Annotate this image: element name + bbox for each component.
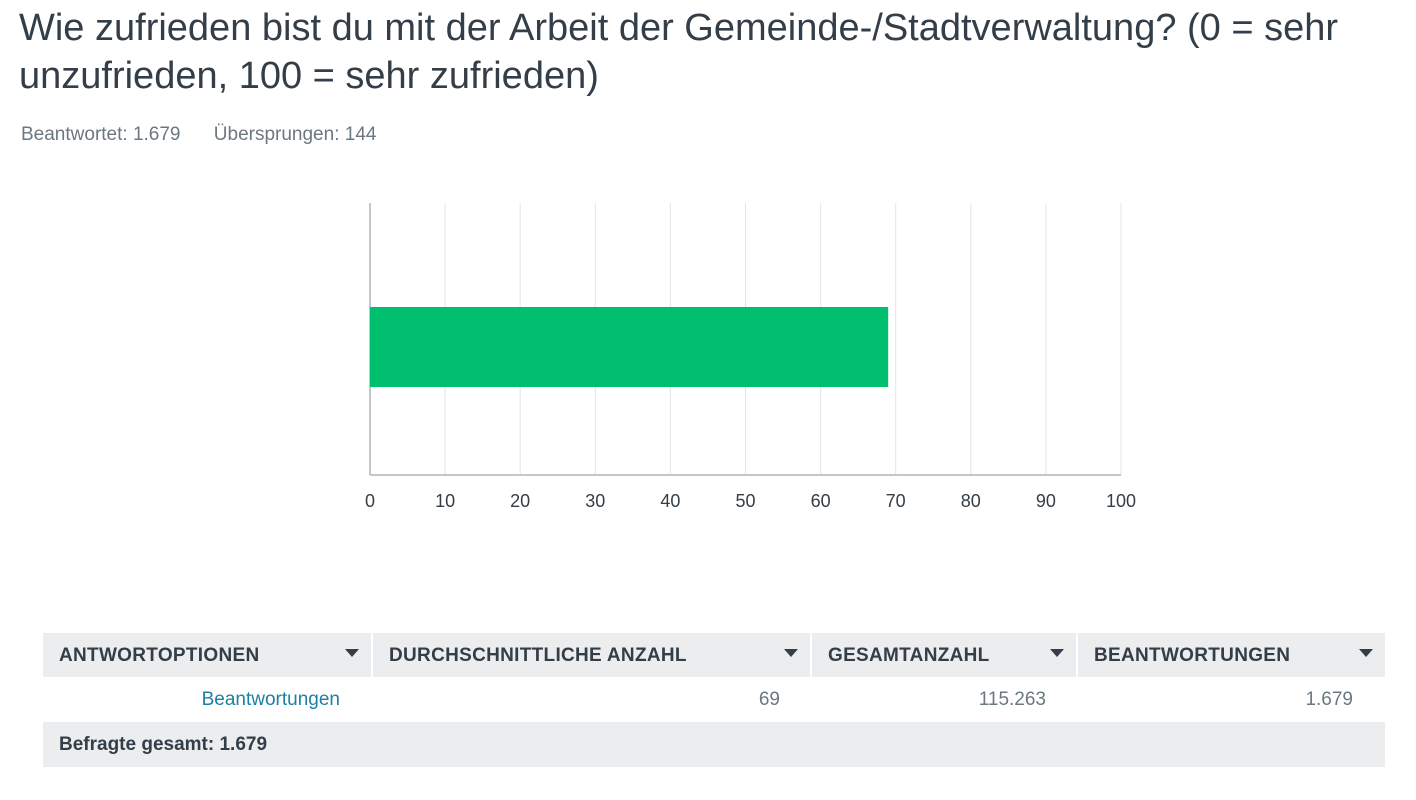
x-tick-label: 40 <box>660 491 680 511</box>
average-value: 69 <box>758 689 780 710</box>
answer-option-link[interactable]: Beantwortungen <box>201 689 340 710</box>
response-stats: Beantwortet: 1.679 Übersprungen: 144 <box>21 124 404 146</box>
table-header: ANTWORTOPTIONEN DURCHSCHNITTLICHE ANZAHL… <box>43 633 1385 677</box>
answered-count: Beantwortet: 1.679 <box>21 124 181 145</box>
total-respondents: Befragte gesamt: 1.679 <box>43 722 1385 767</box>
sort-caret-icon[interactable] <box>1050 649 1064 657</box>
x-tick-label: 60 <box>811 491 831 511</box>
question-title: Wie zufrieden bist du mit der Arbeit der… <box>19 7 1339 97</box>
responses-value: 1.679 <box>1305 689 1353 710</box>
x-tick-label: 10 <box>435 491 455 511</box>
column-header-answer-options[interactable]: ANTWORTOPTIONEN <box>43 633 373 677</box>
x-tick-label: 70 <box>886 491 906 511</box>
sort-caret-icon[interactable] <box>345 649 359 657</box>
x-tick-label: 30 <box>585 491 605 511</box>
sort-caret-icon[interactable] <box>1359 649 1373 657</box>
x-tick-label: 0 <box>365 491 375 511</box>
x-tick-label: 80 <box>961 491 981 511</box>
column-header-label: BEANTWORTUNGEN <box>1094 645 1291 666</box>
total-value: 115.263 <box>978 689 1046 710</box>
x-tick-label: 90 <box>1036 491 1056 511</box>
column-header-responses[interactable]: BEANTWORTUNGEN <box>1078 633 1385 677</box>
column-header-total[interactable]: GESAMTANZAHL <box>812 633 1078 677</box>
x-tick-label: 20 <box>510 491 530 511</box>
x-tick-label: 100 <box>1106 491 1136 511</box>
column-header-label: GESAMTANZAHL <box>828 645 990 666</box>
x-tick-label: 50 <box>735 491 755 511</box>
sort-caret-icon[interactable] <box>784 649 798 657</box>
table-row: Beantwortungen 69 115.263 1.679 <box>43 677 1385 722</box>
column-header-label: ANTWORTOPTIONEN <box>59 645 260 666</box>
column-header-average[interactable]: DURCHSCHNITTLICHE ANZAHL <box>373 633 812 677</box>
bar-chart: 0 10 20 30 40 50 60 70 80 90 100 <box>365 203 1136 511</box>
column-header-label: DURCHSCHNITTLICHE ANZAHL <box>389 645 687 666</box>
results-table: ANTWORTOPTIONEN DURCHSCHNITTLICHE ANZAHL… <box>43 633 1385 767</box>
bar-beantwortungen <box>370 307 889 387</box>
skipped-count: Übersprungen: 144 <box>213 124 377 145</box>
